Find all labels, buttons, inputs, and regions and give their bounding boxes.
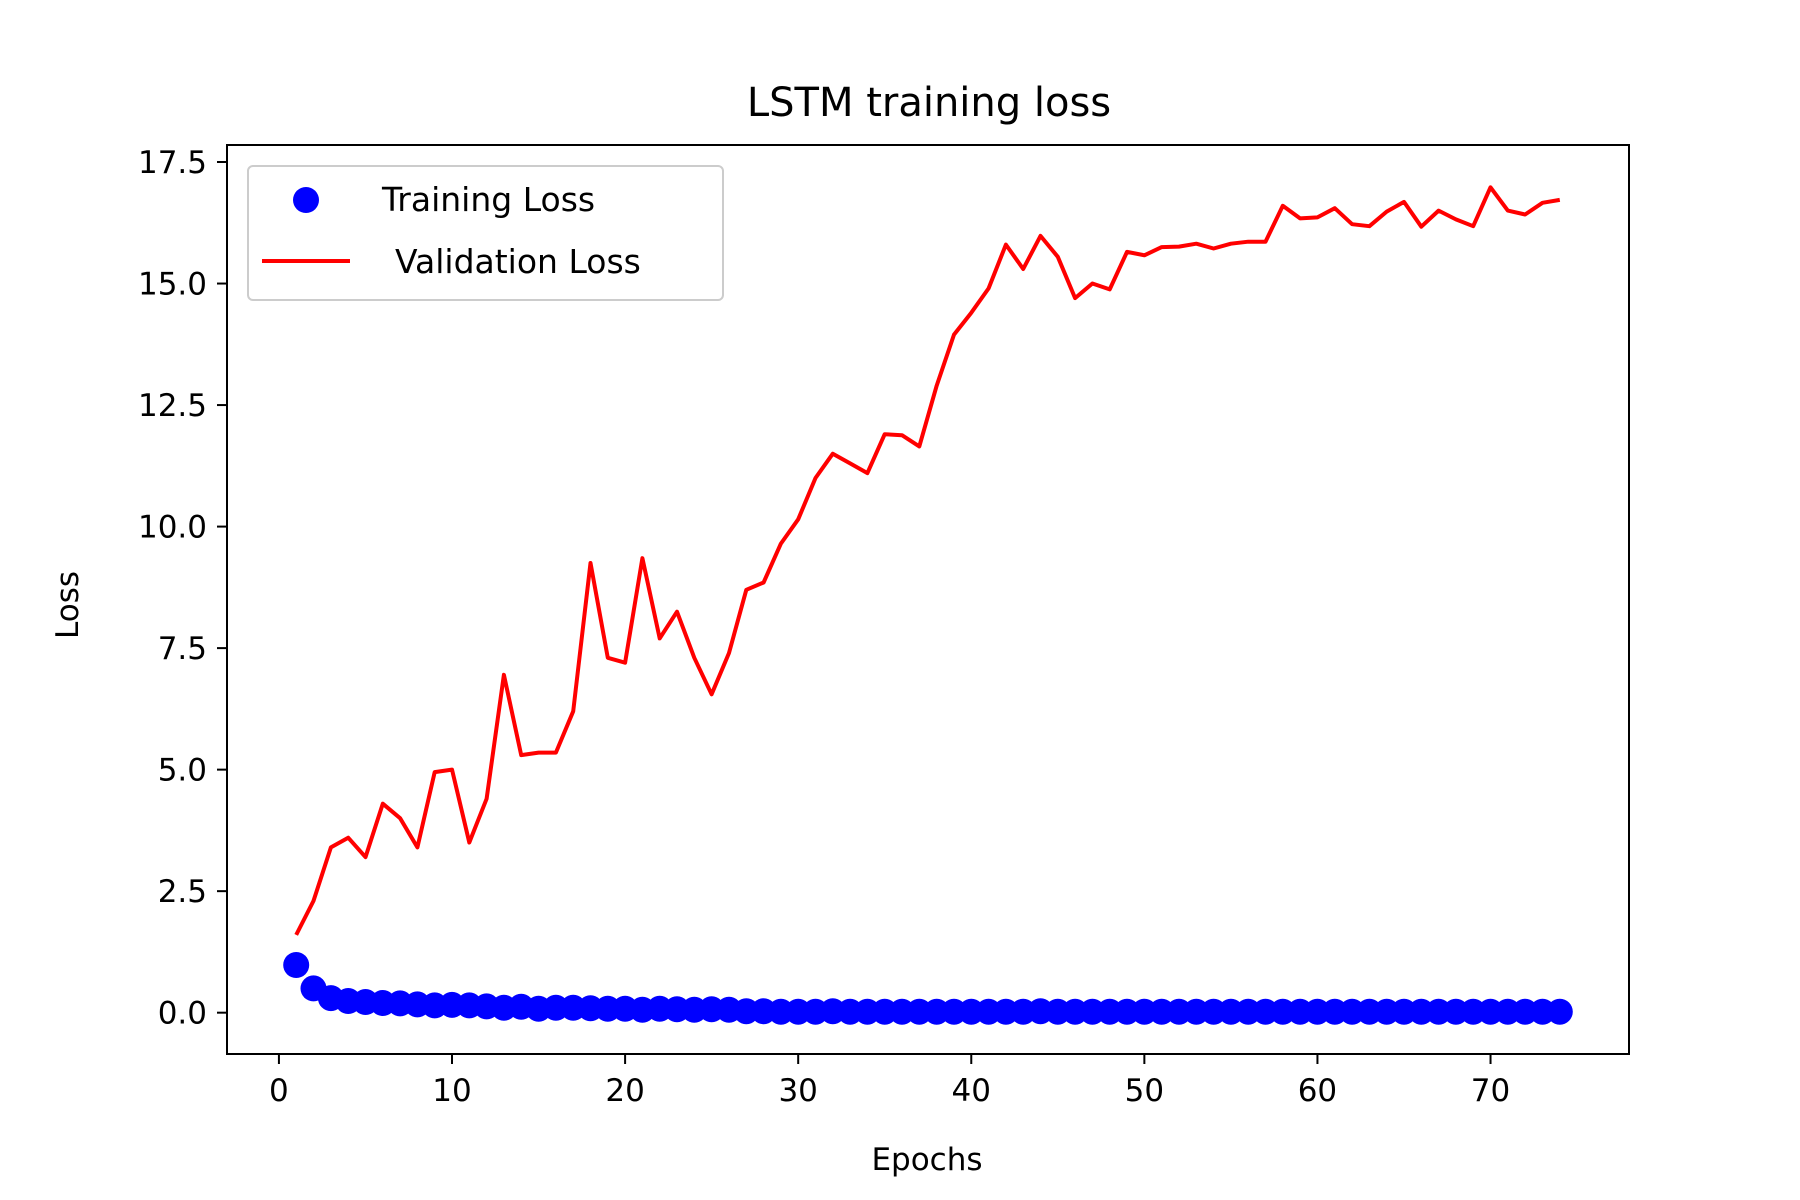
x-axis-title: Epochs (871, 1142, 982, 1178)
legend-frame (247, 165, 724, 301)
y-tick-label: 17.5 (138, 145, 207, 181)
legend-label-training-loss: Training Loss (381, 180, 595, 219)
axes-frame (226, 144, 1630, 1055)
y-tick-label: 7.5 (158, 631, 207, 667)
y-axis: 0.0 2.5 5.0 7.5 10.0 12.5 15.0 17.5 (138, 145, 227, 1032)
x-tick-label: 20 (605, 1073, 644, 1109)
x-tick-label: 10 (432, 1073, 471, 1109)
y-tick-label: 2.5 (158, 874, 207, 910)
training-loss-point (1546, 998, 1573, 1025)
x-tick-label: 40 (952, 1073, 991, 1109)
chart-title: LSTM training loss (747, 80, 1111, 126)
y-axis-title: Loss (50, 571, 86, 639)
y-tick-label: 12.5 (138, 388, 207, 424)
validation-loss-line (294, 185, 1561, 936)
training-loss-point (283, 952, 310, 978)
y-tick-label: 5.0 (158, 753, 207, 789)
x-tick-label: 0 (269, 1073, 289, 1109)
y-tick-label: 10.0 (138, 510, 207, 546)
x-axis: 0 10 20 30 40 50 60 70 (269, 1054, 1510, 1109)
legend-label-validation-loss: Validation Loss (395, 242, 641, 281)
legend-marker-training-loss (293, 187, 319, 213)
legend: Training Loss Validation Loss (247, 165, 724, 301)
x-tick-label: 30 (778, 1073, 817, 1109)
y-tick-label: 0.0 (158, 996, 207, 1032)
y-tick-label: 15.0 (138, 267, 207, 303)
plot-area (226, 144, 1630, 1055)
x-tick-label: 60 (1298, 1073, 1337, 1109)
x-tick-label: 50 (1125, 1073, 1164, 1109)
x-tick-label: 70 (1471, 1073, 1510, 1109)
